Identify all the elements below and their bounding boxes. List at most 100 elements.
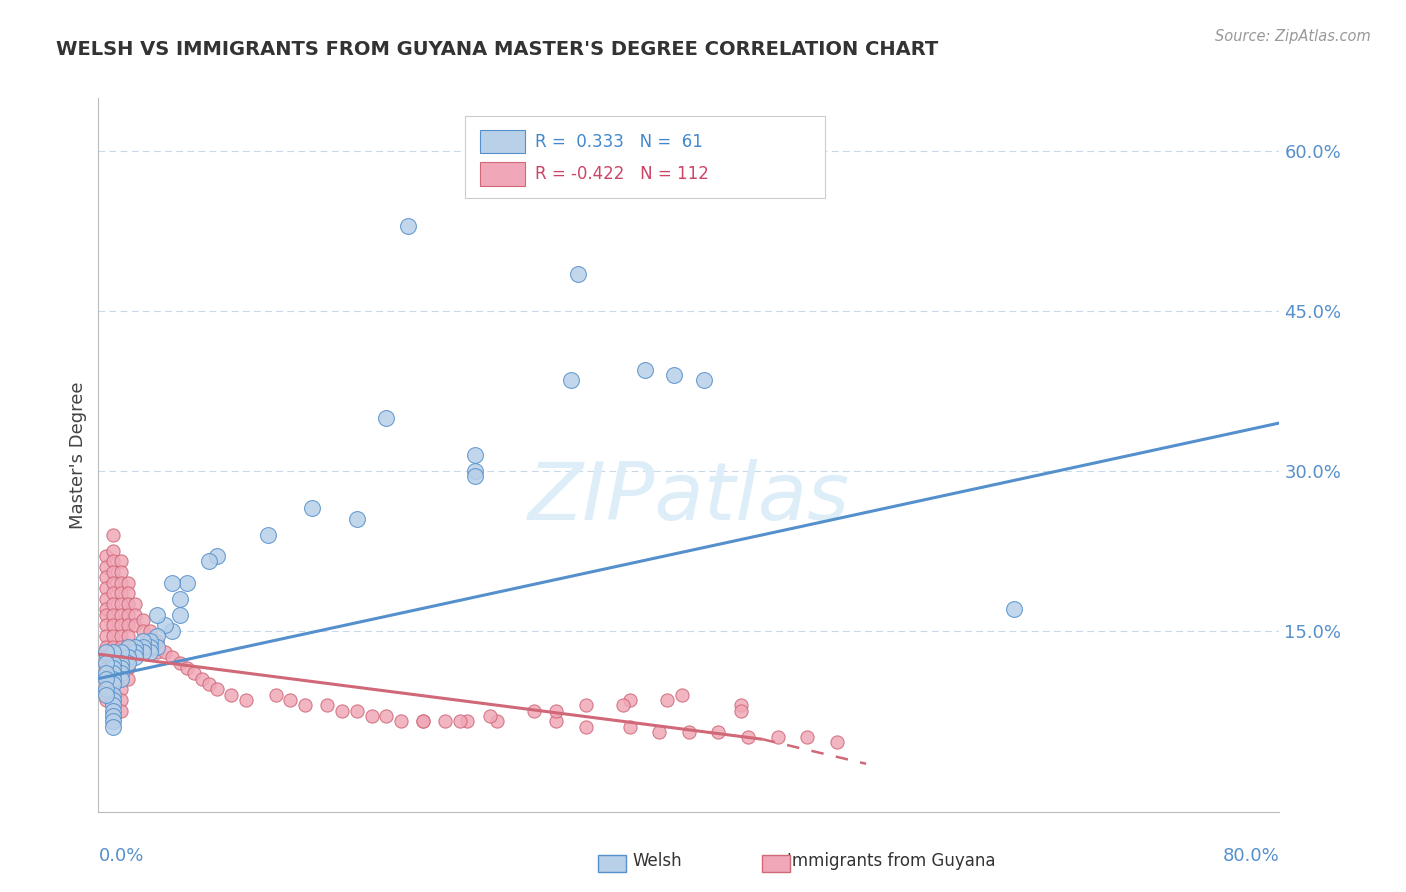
Point — [124, 597, 146, 611]
Point — [117, 586, 139, 600]
Point — [398, 219, 420, 233]
Point — [330, 704, 353, 718]
Point — [671, 688, 693, 702]
Point — [103, 656, 125, 670]
Point — [103, 640, 125, 654]
Point — [103, 629, 125, 643]
Point — [94, 602, 117, 616]
Text: WELSH VS IMMIGRANTS FROM GUYANA MASTER'S DEGREE CORRELATION CHART: WELSH VS IMMIGRANTS FROM GUYANA MASTER'S… — [56, 40, 938, 59]
Point — [567, 267, 589, 281]
Point — [117, 656, 139, 670]
Point — [316, 698, 339, 713]
Point — [110, 629, 132, 643]
Point — [449, 714, 471, 729]
Point — [478, 709, 501, 723]
Point — [117, 629, 139, 643]
Point — [634, 362, 657, 376]
Point — [560, 373, 582, 387]
Point — [825, 735, 848, 749]
Point — [103, 645, 125, 659]
Point — [94, 682, 117, 697]
Point — [103, 698, 125, 713]
Point — [117, 575, 139, 590]
Point — [103, 714, 125, 729]
Point — [94, 672, 117, 686]
Point — [205, 682, 228, 697]
Point — [1002, 602, 1025, 616]
Point — [146, 645, 169, 659]
Text: 0.0%: 0.0% — [98, 847, 143, 865]
Point — [94, 570, 117, 584]
Point — [110, 666, 132, 681]
Point — [176, 661, 198, 675]
Point — [198, 554, 221, 568]
Point — [132, 624, 155, 638]
FancyBboxPatch shape — [464, 116, 825, 198]
Point — [139, 624, 162, 638]
Point — [146, 640, 169, 654]
Point — [117, 640, 139, 654]
Point — [730, 698, 752, 713]
Point — [169, 656, 191, 670]
Point — [139, 640, 162, 654]
Point — [257, 528, 280, 542]
Point — [117, 672, 139, 686]
Point — [612, 698, 634, 713]
Point — [110, 650, 132, 665]
Point — [162, 624, 183, 638]
Point — [412, 714, 434, 729]
Point — [103, 714, 125, 729]
Point — [103, 597, 125, 611]
Point — [103, 704, 125, 718]
Point — [655, 693, 678, 707]
Point — [94, 650, 117, 665]
Point — [619, 693, 641, 707]
Point — [103, 661, 125, 675]
Point — [103, 618, 125, 632]
Point — [146, 607, 169, 622]
Point — [117, 618, 139, 632]
Point — [235, 693, 257, 707]
Point — [183, 666, 205, 681]
Point — [110, 645, 132, 659]
Point — [153, 645, 176, 659]
Point — [110, 575, 132, 590]
Point — [94, 640, 117, 654]
Point — [103, 666, 125, 681]
Point — [110, 656, 132, 670]
Point — [280, 693, 302, 707]
Point — [110, 640, 132, 654]
Point — [693, 373, 716, 387]
Point — [103, 554, 125, 568]
Point — [464, 448, 486, 462]
Point — [94, 656, 117, 670]
Point — [110, 661, 132, 675]
Point — [94, 661, 117, 675]
Point — [94, 607, 117, 622]
Point — [103, 650, 125, 665]
Point — [796, 730, 818, 744]
Point — [619, 719, 641, 733]
Point — [94, 549, 117, 563]
Point — [221, 688, 243, 702]
Point — [103, 543, 125, 558]
Point — [103, 661, 125, 675]
Point — [153, 618, 176, 632]
Point — [375, 410, 398, 425]
Point — [110, 672, 132, 686]
Point — [110, 618, 132, 632]
Point — [117, 650, 139, 665]
Point — [575, 698, 598, 713]
Point — [117, 597, 139, 611]
Point — [103, 607, 125, 622]
Point — [94, 581, 117, 595]
Point — [110, 586, 132, 600]
Point — [117, 607, 139, 622]
Text: 80.0%: 80.0% — [1223, 847, 1279, 865]
Point — [103, 575, 125, 590]
Point — [110, 704, 132, 718]
Text: Source: ZipAtlas.com: Source: ZipAtlas.com — [1215, 29, 1371, 44]
Point — [486, 714, 509, 729]
Point — [139, 645, 162, 659]
Point — [132, 645, 155, 659]
